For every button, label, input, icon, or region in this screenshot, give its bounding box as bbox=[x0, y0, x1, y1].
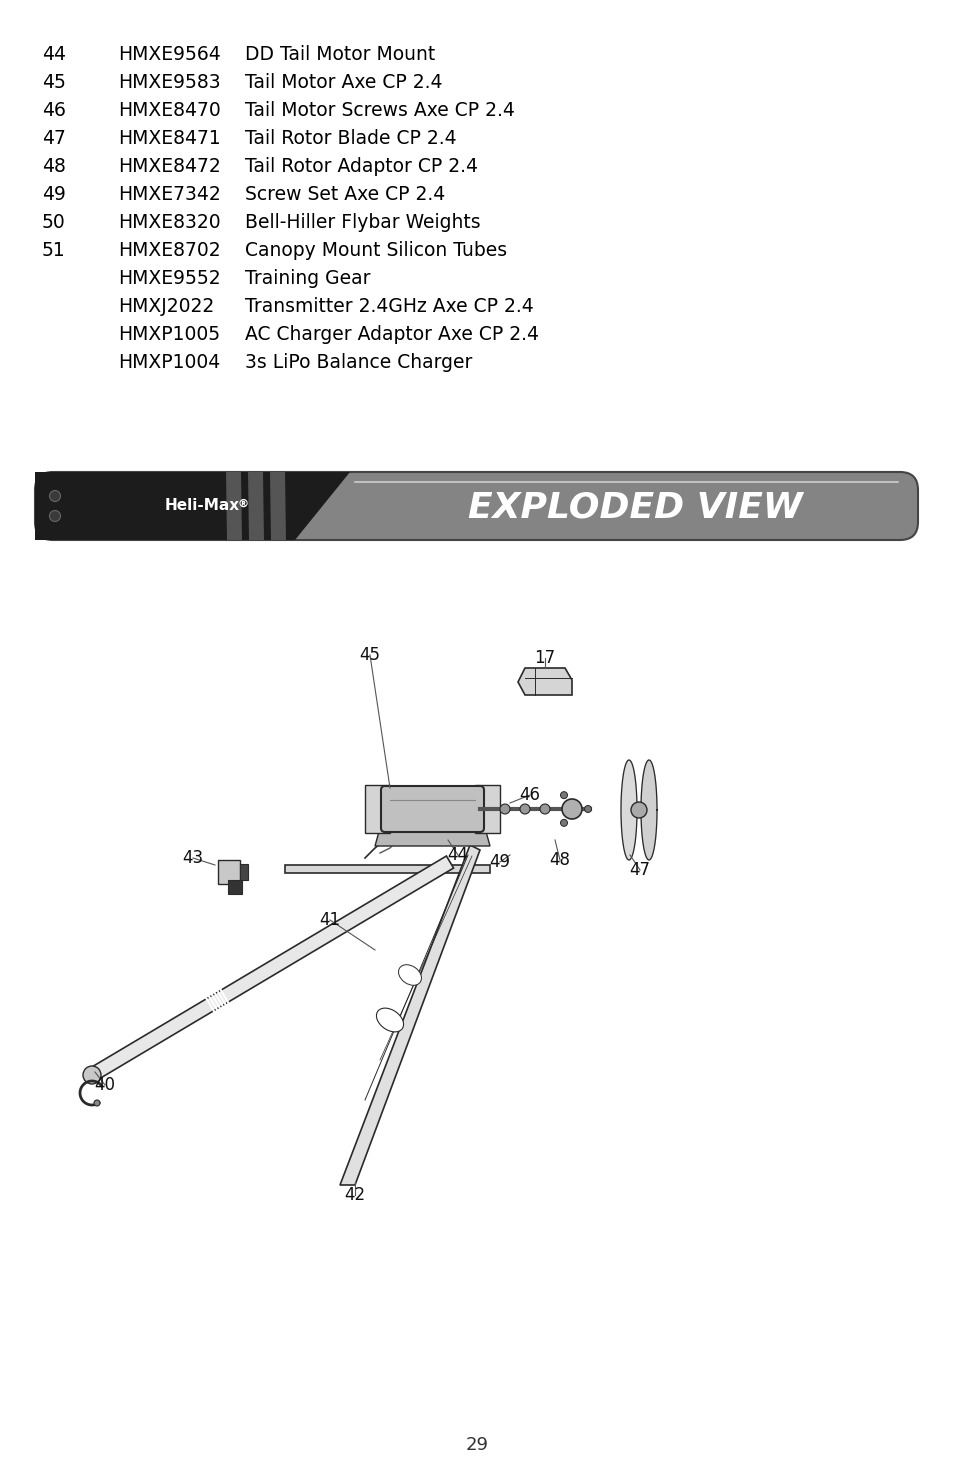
Bar bbox=[35, 472, 294, 540]
Circle shape bbox=[560, 792, 567, 798]
Text: 44: 44 bbox=[42, 46, 66, 63]
Polygon shape bbox=[248, 472, 264, 540]
Text: Screw Set Axe CP 2.4: Screw Set Axe CP 2.4 bbox=[245, 184, 445, 204]
Circle shape bbox=[83, 1066, 101, 1084]
Text: HMXE8702: HMXE8702 bbox=[118, 240, 220, 260]
Text: HMXE9564: HMXE9564 bbox=[118, 46, 220, 63]
Polygon shape bbox=[89, 855, 453, 1081]
Polygon shape bbox=[270, 472, 286, 540]
Text: HMXE8470: HMXE8470 bbox=[118, 100, 220, 119]
Polygon shape bbox=[640, 760, 657, 860]
Text: HMXE8471: HMXE8471 bbox=[118, 128, 220, 148]
Polygon shape bbox=[620, 760, 637, 860]
Text: 29: 29 bbox=[465, 1437, 488, 1454]
Text: HMXE8472: HMXE8472 bbox=[118, 156, 220, 176]
PathPatch shape bbox=[35, 472, 154, 540]
Text: Heli-Max: Heli-Max bbox=[165, 499, 240, 513]
Text: HMXE8320: HMXE8320 bbox=[118, 212, 220, 232]
Text: HMXE7342: HMXE7342 bbox=[118, 184, 220, 204]
Text: 40: 40 bbox=[94, 1075, 115, 1094]
Circle shape bbox=[561, 799, 581, 819]
Text: 49: 49 bbox=[489, 853, 510, 872]
Text: HMXJ2022: HMXJ2022 bbox=[118, 296, 214, 316]
Text: Tail Rotor Blade CP 2.4: Tail Rotor Blade CP 2.4 bbox=[245, 128, 456, 148]
Circle shape bbox=[584, 805, 591, 813]
Circle shape bbox=[94, 1100, 100, 1106]
Circle shape bbox=[50, 510, 60, 522]
Text: 47: 47 bbox=[629, 861, 650, 879]
Circle shape bbox=[519, 804, 530, 814]
FancyBboxPatch shape bbox=[380, 786, 483, 832]
Text: 41: 41 bbox=[319, 912, 340, 929]
Polygon shape bbox=[285, 864, 490, 873]
Text: Canopy Mount Silicon Tubes: Canopy Mount Silicon Tubes bbox=[245, 240, 507, 260]
Text: 44: 44 bbox=[447, 847, 468, 864]
Bar bbox=[240, 864, 248, 881]
Text: 47: 47 bbox=[42, 128, 66, 148]
Text: Transmitter 2.4GHz Axe CP 2.4: Transmitter 2.4GHz Axe CP 2.4 bbox=[245, 296, 533, 316]
Polygon shape bbox=[339, 845, 479, 1184]
Polygon shape bbox=[365, 785, 390, 833]
Text: HMXP1004: HMXP1004 bbox=[118, 353, 220, 372]
Text: HMXP1005: HMXP1005 bbox=[118, 324, 220, 344]
Text: 46: 46 bbox=[42, 100, 66, 119]
Text: 17: 17 bbox=[534, 649, 555, 667]
Text: 45: 45 bbox=[42, 72, 66, 91]
Text: EXPLODED VIEW: EXPLODED VIEW bbox=[467, 491, 801, 525]
Polygon shape bbox=[475, 785, 499, 833]
Text: HMXE9583: HMXE9583 bbox=[118, 72, 220, 91]
Text: Tail Motor Axe CP 2.4: Tail Motor Axe CP 2.4 bbox=[245, 72, 442, 91]
Text: 42: 42 bbox=[344, 1186, 365, 1204]
Polygon shape bbox=[517, 668, 572, 695]
Text: 3s LiPo Balance Charger: 3s LiPo Balance Charger bbox=[245, 353, 472, 372]
Polygon shape bbox=[375, 827, 490, 847]
Ellipse shape bbox=[376, 1007, 403, 1032]
Text: 48: 48 bbox=[549, 851, 570, 869]
Bar bbox=[218, 860, 240, 884]
Circle shape bbox=[50, 491, 60, 502]
Text: 45: 45 bbox=[359, 646, 380, 664]
Circle shape bbox=[630, 802, 646, 819]
Circle shape bbox=[560, 819, 567, 826]
Text: 50: 50 bbox=[42, 212, 66, 232]
Text: Training Gear: Training Gear bbox=[245, 268, 370, 288]
Text: HMXE9552: HMXE9552 bbox=[118, 268, 220, 288]
Text: DD Tail Motor Mount: DD Tail Motor Mount bbox=[245, 46, 435, 63]
Bar bbox=[228, 881, 242, 894]
Circle shape bbox=[499, 804, 510, 814]
Text: Tail Motor Screws Axe CP 2.4: Tail Motor Screws Axe CP 2.4 bbox=[245, 100, 515, 119]
Polygon shape bbox=[226, 472, 242, 540]
Text: Tail Rotor Adaptor CP 2.4: Tail Rotor Adaptor CP 2.4 bbox=[245, 156, 477, 176]
Text: Bell-Hiller Flybar Weights: Bell-Hiller Flybar Weights bbox=[245, 212, 480, 232]
PathPatch shape bbox=[35, 472, 917, 540]
Text: 46: 46 bbox=[519, 786, 540, 804]
Text: 51: 51 bbox=[42, 240, 66, 260]
Ellipse shape bbox=[398, 965, 421, 985]
Text: AC Charger Adaptor Axe CP 2.4: AC Charger Adaptor Axe CP 2.4 bbox=[245, 324, 538, 344]
Text: ®: ® bbox=[237, 499, 249, 509]
Text: 48: 48 bbox=[42, 156, 66, 176]
Polygon shape bbox=[294, 472, 350, 540]
Text: 43: 43 bbox=[182, 850, 203, 867]
Text: 49: 49 bbox=[42, 184, 66, 204]
Circle shape bbox=[539, 804, 550, 814]
